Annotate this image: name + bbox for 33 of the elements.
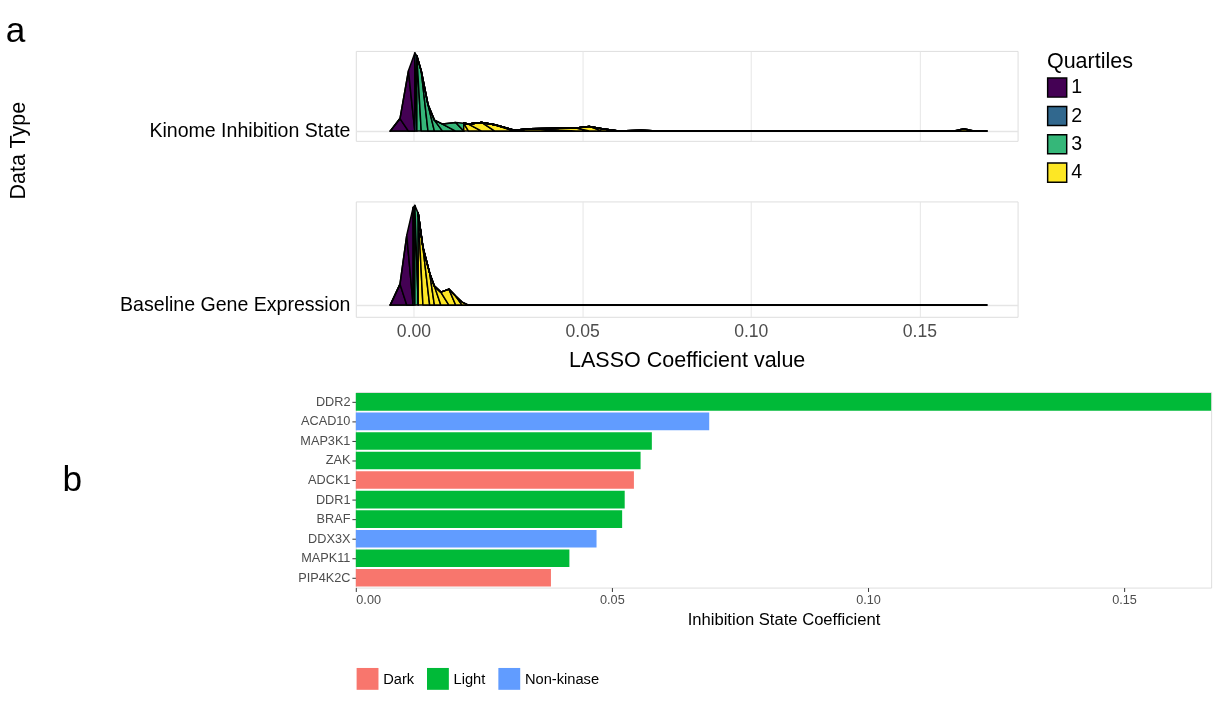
- x-tick-label: 0.10: [734, 320, 769, 341]
- text: Data Type: [6, 101, 31, 200]
- y-tick-label: BRAF: [316, 512, 351, 527]
- legend-label: 1: [1071, 75, 1083, 98]
- x-tick-label: 0.00: [356, 592, 382, 607]
- x-tick-label: 0.05: [565, 320, 600, 341]
- y-tick-label: MAP3K1: [300, 433, 351, 448]
- legend-label: Non-kinase: [524, 670, 600, 687]
- y-tick-label: ADCK1: [308, 472, 351, 487]
- x-axis-title: Inhibition State Coefficient: [687, 610, 881, 630]
- x-axis-title: LASSO Coefficient value: [569, 348, 806, 373]
- legend-title: Quartiles: [1046, 48, 1133, 73]
- x-tick-label: 0.15: [1112, 592, 1137, 607]
- y-axis-title: Kinome Inhibition State: [149, 119, 351, 142]
- y-tick-label: DDR1: [315, 492, 351, 507]
- y-tick-label: DDX3X: [308, 531, 351, 546]
- y-axis-title: Baseline Gene Expression: [120, 293, 351, 316]
- x-tick-label: 0.00: [396, 320, 432, 341]
- legend-label: Light: [453, 670, 486, 687]
- legend-label: 2: [1071, 103, 1083, 126]
- y-tick-label: ACAD10: [301, 414, 351, 429]
- y-tick-label: MAPK11: [301, 551, 351, 566]
- legend-label: 3: [1071, 132, 1083, 155]
- text: b: [62, 458, 83, 498]
- y-tick-label: DDR2: [315, 394, 351, 409]
- x-tick-label: 0.10: [856, 592, 881, 607]
- y-tick-label: ZAK: [325, 453, 351, 468]
- y-tick-label: PIP4K2C: [298, 570, 351, 585]
- legend-label: Dark: [383, 670, 415, 687]
- text: a: [5, 10, 26, 50]
- x-tick-label: 0.05: [600, 592, 625, 607]
- x-tick-label: 0.15: [902, 320, 938, 341]
- legend-label: 4: [1071, 160, 1083, 183]
